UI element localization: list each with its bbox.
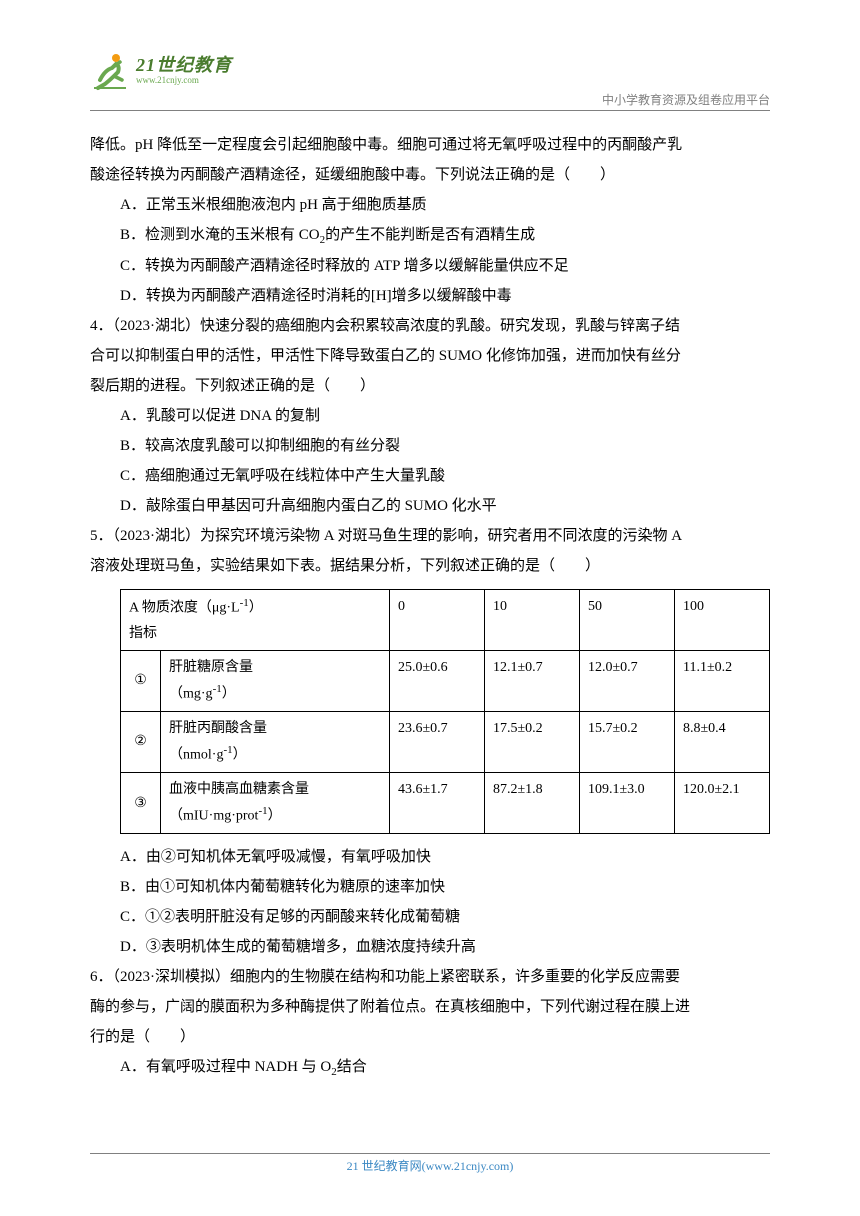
q6-a-post: 结合 (337, 1059, 367, 1075)
table-r1-num: ① (121, 651, 161, 712)
table-header-label: A 物质浓度（μg·L-1） 指标 (121, 590, 390, 651)
table-row-2: ② 肝脏丙酮酸含量 （nmol·g-1） 23.6±0.7 17.5±0.2 1… (121, 712, 770, 773)
q6-a-pre: A．有氧呼吸过程中 NADH 与 O (120, 1059, 331, 1075)
r1-name-sup: -1 (213, 683, 222, 695)
q5-stem1: 5．（2023·湖北）为探究环境污染物 A 对斑马鱼生理的影响，研究者用不同浓度… (90, 521, 770, 551)
q5-option-c: C．①②表明肝脏没有足够的丙酮酸来转化成葡萄糖 (90, 902, 770, 932)
table-r3-v10: 87.2±1.8 (485, 773, 580, 834)
intro-line2: 酸途径转换为丙酮酸产酒精途径，延缓细胞酸中毒。下列说法正确的是（ ） (90, 160, 770, 190)
r3-name-l1: 血液中胰高血糖素含量 (169, 782, 309, 797)
table-r2-name: 肝脏丙酮酸含量 （nmol·g-1） (161, 712, 390, 773)
header-label-sup: -1 (240, 597, 249, 609)
q4-option-c: C．癌细胞通过无氧呼吸在线粒体中产生大量乳酸 (90, 461, 770, 491)
logo-icon (90, 50, 132, 92)
table-r1-v100: 11.1±0.2 (675, 651, 770, 712)
q3-option-a: A．正常玉米根细胞液泡内 pH 高于细胞质基质 (90, 190, 770, 220)
header-label-l1: A 物质浓度（μg·L (129, 601, 240, 616)
table-header-c0: 0 (390, 590, 485, 651)
table-r1-name: 肝脏糖原含量 （mg·g-1） (161, 651, 390, 712)
q3-option-d: D．转换为丙酮酸产酒精途径时消耗的[H]增多以缓解酸中毒 (90, 281, 770, 311)
header-divider (90, 110, 770, 111)
table-r2-num: ② (121, 712, 161, 773)
document-content: 降低。pH 降低至一定程度会引起细胞酸中毒。细胞可通过将无氧呼吸过程中的丙酮酸产… (90, 130, 770, 1083)
q4-option-d: D．敲除蛋白甲基因可升高细胞内蛋白乙的 SUMO 化水平 (90, 491, 770, 521)
table-r2-v100: 8.8±0.4 (675, 712, 770, 773)
table-row-3: ③ 血液中胰高血糖素含量 （mIU·mg·prot-1） 43.6±1.7 87… (121, 773, 770, 834)
q5-option-b: B．由①可知机体内葡萄糖转化为糖原的速率加快 (90, 872, 770, 902)
q3-option-b: B．检测到水淹的玉米根有 CO2的产生不能判断是否有酒精生成 (90, 220, 770, 251)
r3-name-sup: -1 (258, 805, 267, 817)
footer-url: (www.21cnjy.com) (422, 1159, 514, 1173)
table-header-c10: 10 (485, 590, 580, 651)
q6-stem1: 6．（2023·深圳模拟）细胞内的生物膜在结构和功能上紧密联系，许多重要的化学反… (90, 962, 770, 992)
r1-name-l2end: ） (222, 687, 236, 702)
logo-url-text: www.21cnjy.com (136, 76, 232, 86)
q6-option-a: A．有氧呼吸过程中 NADH 与 O2结合 (90, 1052, 770, 1083)
logo-area: 21世纪教育 www.21cnjy.com (90, 50, 232, 92)
table-r3-v50: 109.1±3.0 (580, 773, 675, 834)
r2-name-l2pre: （nmol·g (169, 748, 223, 763)
q4-stem1: 4．（2023·湖北）快速分裂的癌细胞内会积累较高浓度的乳酸。研究发现，乳酸与锌… (90, 311, 770, 341)
q4-option-a: A．乳酸可以促进 DNA 的复制 (90, 401, 770, 431)
table-r3-name: 血液中胰高血糖素含量 （mIU·mg·prot-1） (161, 773, 390, 834)
table-r1-v10: 12.1±0.7 (485, 651, 580, 712)
table-r3-v0: 43.6±1.7 (390, 773, 485, 834)
r1-name-l1: 肝脏糖原含量 (169, 660, 253, 675)
q5-option-d: D．③表明机体生成的葡萄糖增多，血糖浓度持续升高 (90, 932, 770, 962)
header-label-l2: 指标 (129, 626, 157, 641)
r2-name-l1: 肝脏丙酮酸含量 (169, 721, 267, 736)
footer-text-pre: 21 世纪教育网 (347, 1159, 422, 1173)
logo-text: 21世纪教育 www.21cnjy.com (136, 56, 232, 86)
logo-main-text: 21世纪教育 (136, 56, 232, 76)
table-header-c50: 50 (580, 590, 675, 651)
table-r1-v0: 25.0±0.6 (390, 651, 485, 712)
table-header-row: A 物质浓度（μg·L-1） 指标 0 10 50 100 (121, 590, 770, 651)
r2-name-l2end: ） (233, 748, 247, 763)
r3-name-l2pre: （mIU·mg·prot (169, 809, 258, 824)
header-label-l1end: ） (249, 601, 263, 616)
table-r2-v0: 23.6±0.7 (390, 712, 485, 773)
q3-b-pre: B．检测到水淹的玉米根有 CO (120, 227, 320, 243)
header-right-text: 中小学教育资源及组卷应用平台 (602, 88, 770, 112)
table-r2-v50: 15.7±0.2 (580, 712, 675, 773)
r1-name-l2pre: （mg·g (169, 687, 213, 702)
q5-stem2: 溶液处理斑马鱼，实验结果如下表。据结果分析，下列叙述正确的是（ ） (90, 551, 770, 581)
intro-line1: 降低。pH 降低至一定程度会引起细胞酸中毒。细胞可通过将无氧呼吸过程中的丙酮酸产… (90, 130, 770, 160)
table-r3-num: ③ (121, 773, 161, 834)
footer: 21 世纪教育网(www.21cnjy.com) (0, 1154, 860, 1178)
r3-name-l2end: ） (268, 809, 282, 824)
logo-running-figure-icon (90, 50, 132, 92)
r2-name-sup: -1 (223, 744, 232, 756)
q5-data-table: A 物质浓度（μg·L-1） 指标 0 10 50 100 ① 肝脏糖原含量 （… (120, 589, 770, 834)
table-r3-v100: 120.0±2.1 (675, 773, 770, 834)
table-r1-v50: 12.0±0.7 (580, 651, 675, 712)
table-r2-v10: 17.5±0.2 (485, 712, 580, 773)
q3-b-post: 的产生不能判断是否有酒精生成 (325, 227, 535, 243)
q4-stem2: 合可以抑制蛋白甲的活性，甲活性下降导致蛋白乙的 SUMO 化修饰加强，进而加快有… (90, 341, 770, 371)
q4-stem3: 裂后期的进程。下列叙述正确的是（ ） (90, 371, 770, 401)
q6-stem2: 酶的参与，广阔的膜面积为多种酶提供了附着位点。在真核细胞中，下列代谢过程在膜上进 (90, 992, 770, 1022)
table-header-c100: 100 (675, 590, 770, 651)
q4-option-b: B．较高浓度乳酸可以抑制细胞的有丝分裂 (90, 431, 770, 461)
q6-stem3: 行的是（ ） (90, 1022, 770, 1052)
q5-option-a: A．由②可知机体无氧呼吸减慢，有氧呼吸加快 (90, 842, 770, 872)
table-row-1: ① 肝脏糖原含量 （mg·g-1） 25.0±0.6 12.1±0.7 12.0… (121, 651, 770, 712)
q3-option-c: C．转换为丙酮酸产酒精途径时释放的 ATP 增多以缓解能量供应不足 (90, 251, 770, 281)
